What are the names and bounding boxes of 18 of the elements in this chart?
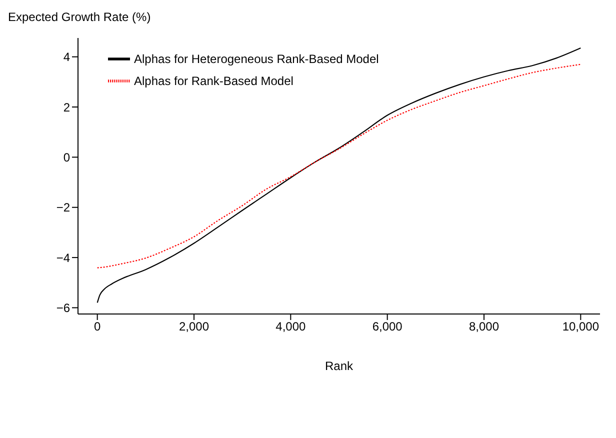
x-tick-label: 10,000	[562, 320, 600, 334]
x-tick-label: 2,000	[178, 320, 210, 334]
legend-label: Alphas for Rank-Based Model	[134, 74, 294, 88]
x-axis-title: Rank	[324, 359, 354, 373]
y-tick-label: −4	[56, 250, 70, 265]
line-series	[96, 64, 582, 268]
legend-label: Alphas for Heterogeneous Rank-Based Model	[134, 52, 379, 66]
y-tick-label: 0	[63, 150, 70, 164]
y-tick-label: −2	[56, 200, 70, 215]
y-tick-label: 2	[63, 100, 70, 114]
y-tick-label: −6	[56, 300, 70, 315]
x-tick-label: 0	[94, 320, 101, 334]
y-tick-label: 4	[63, 50, 70, 64]
y-axis-title: Expected Growth Rate (%)	[8, 10, 151, 24]
line-series	[96, 47, 582, 304]
x-tick-label: 6,000	[372, 320, 403, 334]
x-tick-label: 8,000	[468, 320, 500, 334]
x-tick-label: 4,000	[276, 320, 306, 334]
